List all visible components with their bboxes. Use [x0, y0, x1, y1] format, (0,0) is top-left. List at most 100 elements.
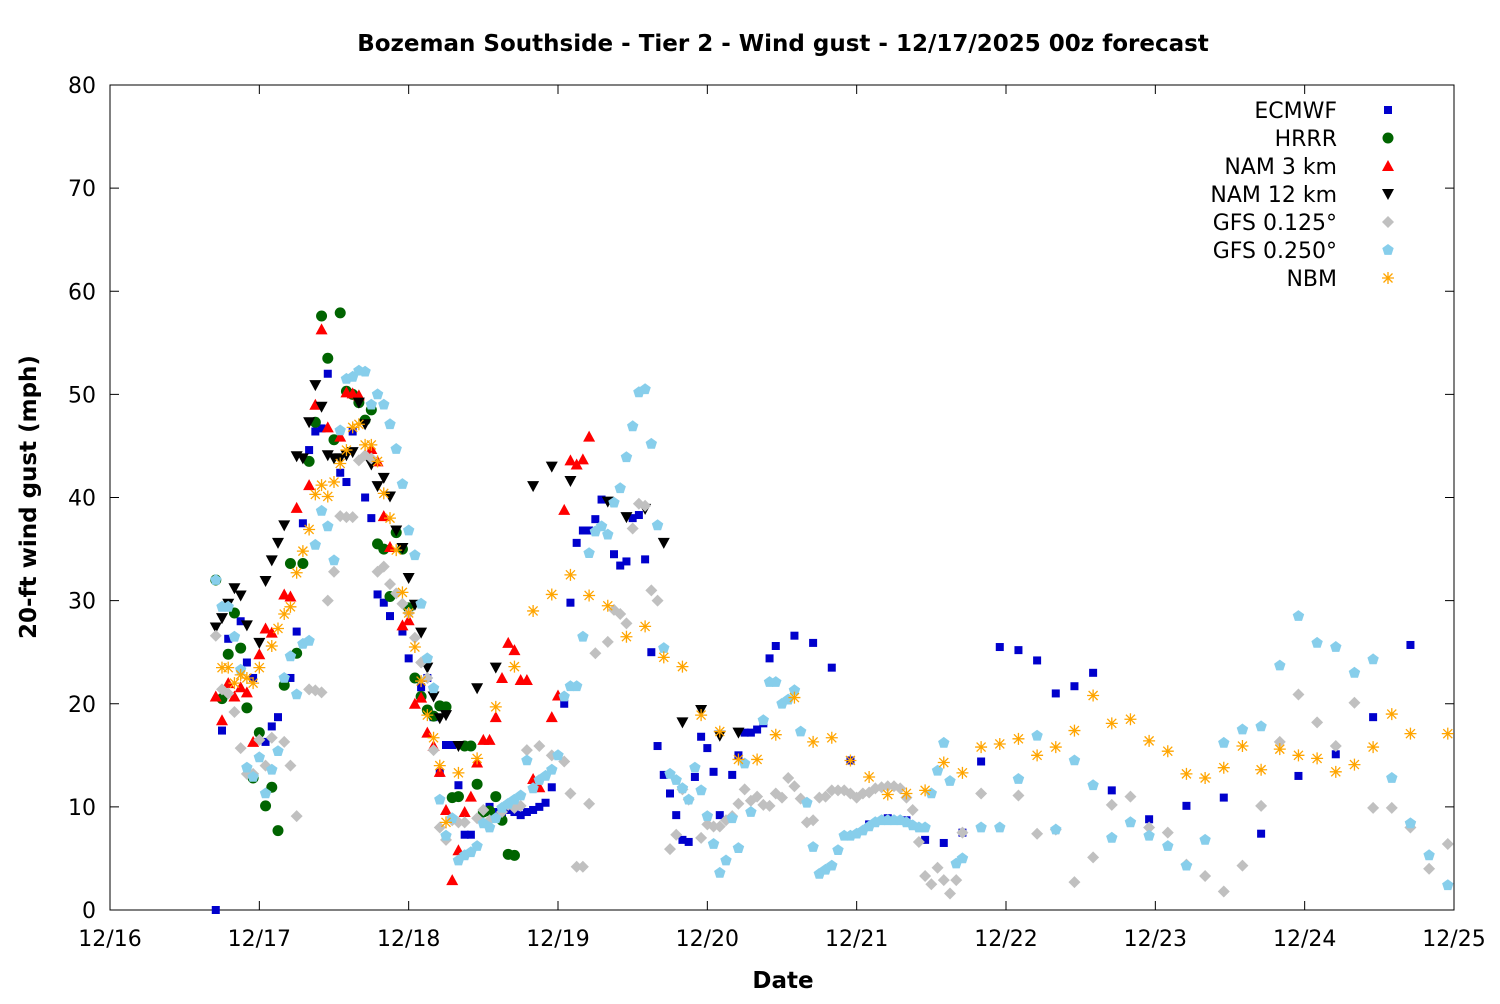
data-point	[639, 499, 652, 512]
data-point	[516, 811, 525, 820]
data-point	[676, 782, 689, 794]
data-point	[253, 637, 266, 649]
data-point	[259, 576, 272, 588]
y-tick-label: 0	[82, 899, 96, 924]
data-point	[334, 424, 346, 436]
data-point	[1180, 767, 1193, 780]
data-point	[234, 590, 247, 602]
data-point	[415, 597, 427, 609]
series-gfs-0-250-	[210, 364, 1454, 891]
data-point	[216, 714, 228, 726]
data-point	[1070, 682, 1079, 691]
series-gfs-0-125-	[209, 449, 1454, 900]
data-point	[620, 630, 633, 643]
y-tick-label: 80	[68, 74, 96, 99]
data-point	[240, 671, 253, 684]
data-point	[471, 752, 484, 765]
data-point	[639, 383, 651, 395]
data-point	[564, 454, 577, 466]
data-point	[672, 811, 681, 820]
y-axis-label: 20-ft wind gust (mph)	[16, 355, 42, 639]
data-point	[1236, 740, 1249, 753]
data-point	[1311, 716, 1324, 729]
data-point	[1273, 735, 1286, 748]
x-tick-label: 12/19	[526, 927, 589, 952]
data-point	[365, 438, 378, 451]
data-point	[595, 520, 608, 532]
data-point	[664, 767, 676, 779]
data-point	[234, 668, 247, 681]
data-point	[1143, 829, 1155, 841]
data-point	[1255, 763, 1268, 776]
data-point	[278, 520, 291, 532]
data-point	[489, 662, 502, 674]
data-point	[1105, 717, 1118, 730]
data-point	[216, 613, 228, 625]
data-point	[228, 583, 241, 595]
data-point	[315, 504, 328, 516]
data-point	[253, 648, 266, 660]
data-point	[740, 728, 749, 737]
data-point	[446, 874, 459, 886]
data-point	[427, 682, 440, 694]
data-point	[1255, 720, 1267, 732]
data-point	[1124, 816, 1137, 828]
data-point	[342, 478, 351, 487]
data-point	[1292, 688, 1305, 701]
data-point	[433, 759, 446, 772]
data-point	[807, 735, 820, 748]
data-point	[261, 737, 270, 746]
data-point	[1369, 713, 1378, 722]
data-point	[274, 713, 282, 722]
data-point	[1068, 724, 1081, 737]
data-point	[228, 630, 241, 642]
data-point	[610, 550, 618, 559]
y-tick-label: 70	[68, 177, 96, 202]
data-point	[564, 787, 577, 800]
data-point	[641, 555, 650, 564]
x-tick-label: 12/22	[974, 927, 1037, 952]
data-point	[912, 835, 925, 848]
data-point	[209, 690, 222, 702]
data-point	[434, 793, 446, 805]
data-point	[1367, 801, 1380, 814]
legend-marker-square	[1384, 106, 1392, 114]
data-point	[408, 631, 421, 644]
data-point	[1182, 801, 1191, 810]
data-point	[371, 481, 384, 493]
data-point	[442, 741, 450, 749]
data-point	[1219, 793, 1228, 802]
data-point	[1367, 653, 1379, 665]
data-point	[658, 642, 670, 653]
data-point	[228, 677, 241, 690]
data-point	[209, 622, 222, 634]
data-point	[384, 541, 396, 552]
data-point	[547, 783, 556, 792]
data-point	[340, 444, 353, 457]
data-point	[489, 700, 502, 713]
legend-label: NBM	[1286, 267, 1337, 292]
data-point	[628, 514, 637, 523]
data-point	[801, 796, 813, 808]
data-point	[303, 523, 316, 536]
data-point	[210, 574, 222, 585]
data-point	[570, 458, 583, 470]
data-point	[278, 735, 291, 748]
data-point	[390, 544, 403, 557]
data-point	[639, 620, 652, 633]
data-point	[622, 557, 631, 566]
data-point	[529, 805, 538, 814]
data-point	[919, 784, 932, 797]
data-point	[377, 487, 390, 500]
data-point	[490, 812, 502, 824]
data-point	[367, 514, 376, 523]
legend-marker-triangle-up	[1382, 160, 1394, 171]
data-point	[572, 538, 581, 547]
data-point	[1236, 723, 1249, 735]
data-point	[272, 622, 284, 635]
data-point	[1385, 801, 1398, 814]
data-point	[377, 560, 390, 573]
data-point	[290, 501, 303, 513]
data-point	[707, 838, 720, 849]
data-point	[1161, 745, 1174, 758]
